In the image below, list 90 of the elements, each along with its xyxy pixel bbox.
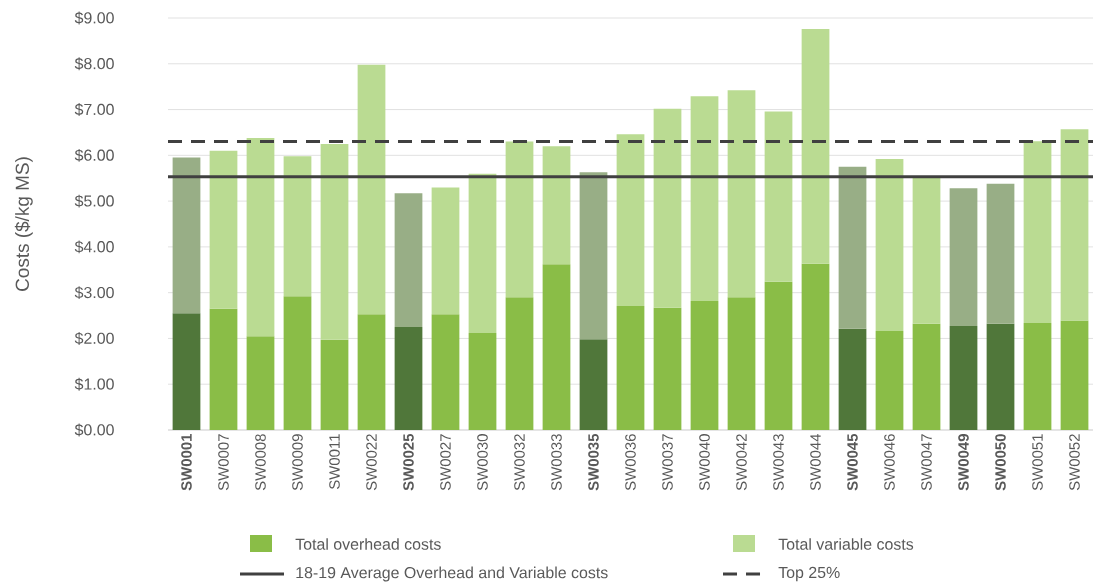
- bar: [468, 332, 497, 430]
- bar: [616, 305, 645, 430]
- bar: [875, 159, 904, 332]
- x-tick-label: SW0045: [847, 433, 858, 491]
- legend-label: Total overhead costs: [295, 538, 441, 550]
- bar: [320, 339, 349, 430]
- x-tick-label: SW0022: [366, 434, 377, 491]
- x-tick-label: SW0049: [958, 434, 969, 491]
- bar: [431, 314, 460, 430]
- x-tick-label: SW0046: [884, 434, 895, 491]
- bar: [505, 141, 534, 298]
- bar: [801, 28, 830, 264]
- y-tick-label: $1.00: [74, 377, 114, 391]
- bar: [357, 64, 386, 315]
- bar: [616, 134, 645, 306]
- y-tick-label: $4.00: [74, 240, 114, 254]
- bar: [283, 156, 312, 297]
- bar: [764, 281, 793, 430]
- bar: [505, 297, 534, 430]
- bar: [394, 327, 423, 430]
- x-tick-label: SW0044: [810, 433, 821, 491]
- bar: [912, 177, 941, 324]
- x-tick-label: SW0008: [255, 434, 266, 491]
- bar: [912, 323, 941, 430]
- bar: [764, 111, 793, 282]
- bar: [542, 264, 571, 430]
- bar: [209, 308, 238, 430]
- bar: [801, 263, 830, 430]
- bar: [320, 143, 349, 340]
- bar: [394, 193, 423, 327]
- bar: [690, 96, 719, 301]
- y-tick-label: $9.00: [74, 11, 114, 25]
- y-axis-title: Costs ($/kg MS): [14, 157, 33, 291]
- x-tick-label: SW0001: [181, 433, 192, 491]
- x-tick-label: SW0035: [588, 433, 599, 491]
- x-tick-label: SW0030: [477, 434, 488, 491]
- y-tick-label: $2.00: [74, 331, 114, 345]
- y-tick-label: $7.00: [74, 103, 114, 117]
- bar: [542, 146, 571, 265]
- x-tick-label: SW0043: [773, 434, 784, 491]
- bar: [1060, 320, 1089, 430]
- x-tick-label: SW0007: [218, 434, 229, 491]
- bar: [727, 297, 756, 430]
- x-tick-label: SW0009: [292, 434, 303, 491]
- bar: [949, 326, 978, 430]
- bar: [1023, 141, 1052, 323]
- bar: [986, 323, 1015, 430]
- legend-label: Top 25%: [778, 566, 840, 582]
- y-tick-label: $0.00: [74, 423, 114, 437]
- x-tick-label: SW0011: [329, 434, 340, 490]
- bar: [246, 336, 275, 430]
- bar: [653, 307, 682, 430]
- x-tick-label: SW0052: [1069, 434, 1080, 491]
- legend-label: Total variable costs: [778, 538, 914, 550]
- bar: [727, 90, 756, 298]
- y-tick-label: $5.00: [74, 194, 114, 208]
- x-tick-label: SW0050: [995, 434, 1006, 491]
- legend-label: 18-19 Average Overhead and Variable costs: [296, 566, 608, 582]
- bar: [283, 296, 312, 430]
- x-tick-label: SW0040: [699, 434, 710, 491]
- bar: [690, 300, 719, 430]
- bar: [1023, 322, 1052, 430]
- bar: [246, 137, 275, 337]
- bar: [949, 188, 978, 327]
- y-tick-label: $8.00: [74, 57, 114, 71]
- x-tick-label: SW0033: [551, 434, 562, 491]
- bar: [357, 314, 386, 430]
- x-tick-label: SW0047: [921, 434, 932, 491]
- bar: [838, 328, 867, 430]
- y-tick-label: $3.00: [74, 286, 114, 300]
- x-tick-label: SW0037: [662, 434, 673, 491]
- x-tick-label: SW0027: [440, 434, 451, 491]
- bar: [209, 150, 238, 309]
- bar: [875, 331, 904, 430]
- x-tick-label: SW0036: [625, 434, 636, 491]
- y-tick-label: $6.00: [74, 148, 114, 162]
- bar: [172, 313, 201, 430]
- x-tick-label: SW0032: [514, 434, 525, 491]
- bar: [172, 157, 201, 314]
- bar: [579, 339, 608, 430]
- x-tick-label: SW0042: [736, 434, 747, 491]
- bar: [431, 187, 460, 315]
- x-tick-label: SW0051: [1032, 434, 1043, 491]
- bar: [653, 108, 682, 308]
- bar: [468, 173, 497, 333]
- bar: [1060, 129, 1089, 321]
- bar: [838, 166, 867, 329]
- bar: [579, 172, 608, 340]
- bar: [986, 183, 1015, 324]
- x-tick-label: SW0025: [403, 433, 414, 491]
